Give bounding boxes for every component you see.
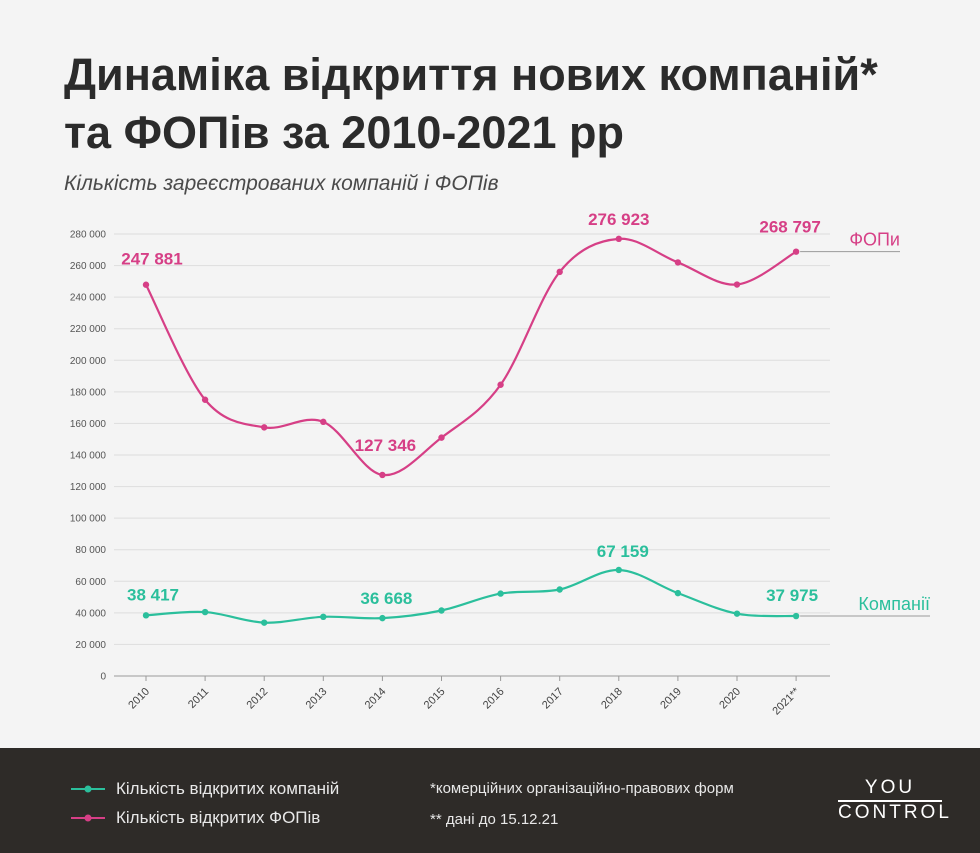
series-line-0 <box>145 237 797 477</box>
data-point <box>261 424 268 431</box>
chart-subtitle: Кількість зареєстрованих компаній і ФОПі… <box>64 172 499 195</box>
y-tick-label: 180 000 <box>70 387 107 398</box>
x-tick-label: 2016 <box>481 686 507 712</box>
data-point <box>379 614 386 622</box>
y-tick-label: 60 000 <box>75 577 106 588</box>
x-tick-label: 2021** <box>770 685 802 717</box>
data-point <box>674 589 682 597</box>
x-tick-label: 2010 <box>126 686 152 712</box>
series-name-label: ФОПи <box>849 230 900 250</box>
data-point <box>615 566 622 574</box>
x-tick-label: 2018 <box>599 686 625 712</box>
y-tick-label: 0 <box>100 672 106 683</box>
logo-divider <box>838 800 942 802</box>
x-tick-label: 2011 <box>186 686 211 711</box>
data-point <box>674 259 682 266</box>
data-point <box>792 612 800 620</box>
y-tick-label: 40 000 <box>75 608 106 619</box>
data-point <box>201 396 209 403</box>
data-point <box>556 586 563 593</box>
x-tick-label: 2014 <box>363 686 389 712</box>
footer: Кількість відкритих компаній Кількість в… <box>0 748 980 853</box>
y-tick-label: 200 000 <box>70 356 107 367</box>
footnote-data-date: ** дані до 15.12.21 <box>430 811 559 828</box>
data-label: 276 923 <box>588 210 649 229</box>
data-label: 38 417 <box>127 585 179 604</box>
data-point <box>438 434 445 441</box>
line-chart: 0 20 000 40 000 60 000 80 000 100 000 120 000 1… <box>70 210 930 717</box>
data-point <box>438 607 445 614</box>
series-line-1 <box>145 568 797 624</box>
series-name-label: Компанії <box>858 594 930 614</box>
x-tick-label: 2019 <box>658 686 684 712</box>
data-label: 36 668 <box>360 589 412 608</box>
data-label: 67 159 <box>597 542 649 561</box>
y-tick-label: 260 000 <box>70 261 107 272</box>
y-tick-label: 280 000 <box>70 230 107 241</box>
legend-swatch-companies <box>71 785 105 793</box>
x-tick-label: 2015 <box>422 686 448 712</box>
youcontrol-logo: YOU CONTROL <box>838 777 952 824</box>
title-line-2: та ФОПів за 2010-2021 рр <box>64 107 624 158</box>
y-tick-label: 240 000 <box>70 293 107 304</box>
y-tick-label: 220 000 <box>70 324 107 335</box>
footnote-company-forms: *комерційних організаційно-правових форм <box>430 780 734 797</box>
x-tick-label: 2012 <box>245 686 271 712</box>
y-tick-label: 20 000 <box>75 640 106 651</box>
data-point <box>497 381 504 388</box>
x-tick-label: 2013 <box>304 686 330 712</box>
data-point <box>615 235 622 243</box>
title-line-1: Динаміка відкриття нових компаній* <box>64 49 878 100</box>
x-tick-label: 2017 <box>540 686 566 712</box>
data-point <box>379 471 386 479</box>
data-label: 268 797 <box>759 218 820 237</box>
data-point <box>142 612 150 619</box>
data-label: 127 346 <box>355 436 416 455</box>
data-point <box>556 268 563 276</box>
data-point <box>733 281 741 288</box>
legend-label-companies: Кількість відкритих компаній <box>116 779 340 798</box>
data-label: 247 881 <box>121 250 182 269</box>
data-point <box>497 590 504 597</box>
data-point <box>201 608 209 616</box>
y-tick-label: 80 000 <box>75 545 106 556</box>
legend-swatch-fop <box>71 814 105 822</box>
data-point <box>320 613 327 621</box>
data-point <box>792 248 800 255</box>
page-title: Динаміка відкриття нових компаній* та ФО… <box>64 46 878 162</box>
logo-text-top: YOU <box>864 777 916 798</box>
data-point <box>261 619 268 626</box>
y-tick-label: 120 000 <box>70 482 107 493</box>
y-tick-label: 140 000 <box>70 451 107 462</box>
legend-label-fop: Кількість відкритих ФОПів <box>116 808 321 827</box>
data-point <box>733 610 741 617</box>
y-tick-label: 100 000 <box>70 514 107 525</box>
data-point <box>142 281 150 288</box>
logo-text-bottom: CONTROL <box>838 802 952 823</box>
x-tick-label: 2020 <box>717 686 743 712</box>
data-point <box>320 418 327 426</box>
y-tick-label: 160 000 <box>70 419 107 430</box>
data-label: 37 975 <box>766 586 818 605</box>
